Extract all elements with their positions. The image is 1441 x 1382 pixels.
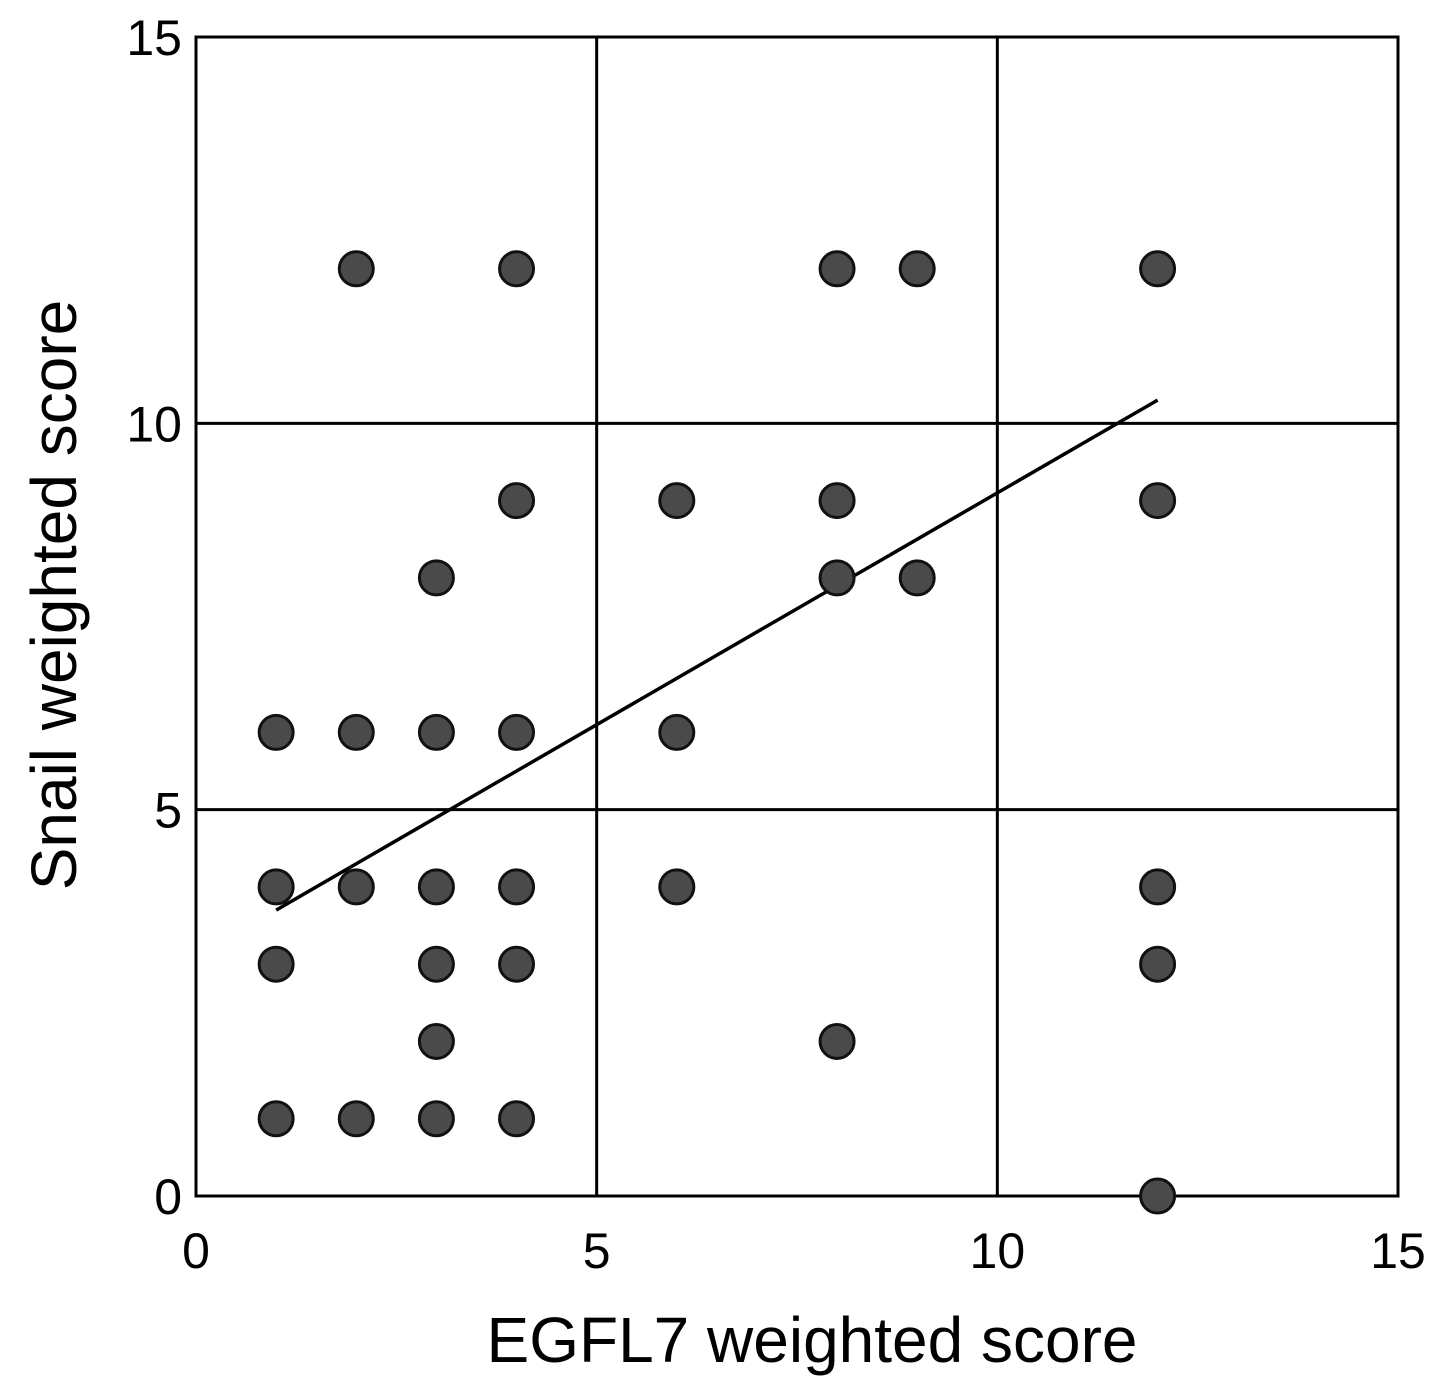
data-point [498, 713, 536, 751]
data-point [257, 1100, 295, 1138]
data-point [417, 713, 455, 751]
data-point [1139, 250, 1177, 288]
grid-layer [196, 37, 1398, 1196]
trend-line [275, 398, 1159, 912]
y-axis-title: Snail weighted score [18, 300, 90, 891]
x-axis-title: EGFL7 weighted score [487, 1304, 1138, 1376]
y-tick-label: 0 [154, 1169, 182, 1225]
data-point [658, 713, 696, 751]
plot-border [194, 35, 1400, 1198]
data-point [658, 482, 696, 520]
x-tick-label: 0 [182, 1223, 210, 1279]
data-point [498, 1100, 536, 1138]
trend-layer [275, 398, 1159, 912]
data-point [337, 250, 375, 288]
data-point [417, 559, 455, 597]
data-point [417, 1022, 455, 1060]
data-point [1139, 482, 1177, 520]
x-tick-label: 5 [583, 1223, 611, 1279]
y-tick-label: 5 [154, 783, 182, 839]
data-point [898, 559, 936, 597]
data-point [1139, 868, 1177, 906]
data-point [498, 945, 536, 983]
data-point [417, 945, 455, 983]
data-point [417, 868, 455, 906]
data-point [818, 482, 856, 520]
data-point [818, 250, 856, 288]
data-point [498, 482, 536, 520]
data-point [818, 1022, 856, 1060]
data-point [658, 868, 696, 906]
y-tick-label: 15 [126, 10, 182, 66]
data-point [337, 1100, 375, 1138]
data-point [1139, 1177, 1177, 1215]
x-tick-labels: 0 5 10 15 [182, 1223, 1426, 1279]
x-tick-label: 10 [970, 1223, 1026, 1279]
y-tick-labels: 0 5 10 15 [126, 10, 182, 1225]
points-layer [257, 250, 1177, 1215]
data-point [337, 868, 375, 906]
y-tick-label: 10 [126, 396, 182, 452]
data-point [257, 713, 295, 751]
data-point [337, 713, 375, 751]
data-point [818, 559, 856, 597]
data-point [498, 868, 536, 906]
data-point [417, 1100, 455, 1138]
data-point [498, 250, 536, 288]
data-point [257, 945, 295, 983]
plot-frame [194, 35, 1400, 1198]
x-tick-label: 15 [1370, 1223, 1426, 1279]
data-point [898, 250, 936, 288]
data-point [257, 868, 295, 906]
data-point [1139, 945, 1177, 983]
